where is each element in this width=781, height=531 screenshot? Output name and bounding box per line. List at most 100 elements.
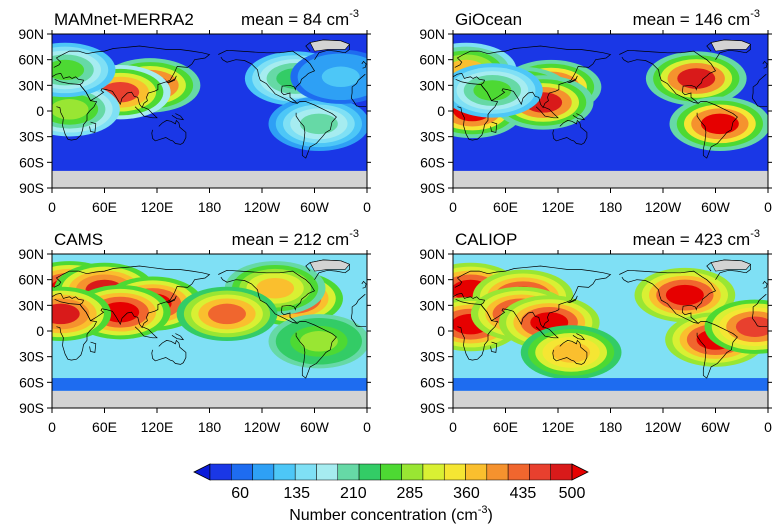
colorbar-swatch (273, 463, 296, 481)
panel-title: CALIOP (455, 230, 517, 249)
colorbar-swatch (337, 463, 360, 481)
hotspot-contour (473, 80, 512, 101)
coastline (295, 321, 337, 379)
coastline (535, 106, 559, 119)
coastline (455, 78, 499, 141)
y-tick-label: 0 (36, 103, 44, 119)
x-tick-label: 0 (48, 419, 56, 435)
antarctica-missing (453, 390, 768, 408)
coastline (696, 101, 738, 159)
y-tick-label: 60N (18, 272, 44, 288)
y-tick-label: 90N (419, 26, 445, 42)
hotspot-contour (52, 59, 85, 81)
x-tick-label: 60W (701, 199, 731, 215)
colorbar-swatch (231, 463, 253, 481)
hotspot-contour (735, 316, 768, 337)
coastline (358, 293, 366, 301)
hotspot-contour (665, 284, 704, 306)
colorbar-level-label: 360 (453, 485, 480, 502)
coastline (54, 78, 98, 141)
coastline (453, 265, 612, 329)
y-tick-label: 60N (419, 52, 445, 68)
colorbar-under-arrow (193, 463, 211, 481)
colorbar-swatch (529, 463, 551, 481)
x-tick-label: 120W (244, 199, 281, 215)
coastline (151, 339, 187, 365)
coastline (567, 295, 578, 304)
panel-title: MAMnet-MERRA2 (54, 10, 194, 29)
colorbar-level-label: 285 (397, 485, 424, 502)
x-tick-label: 60W (701, 419, 731, 435)
x-tick-label: 0 (449, 199, 457, 215)
colorbar-swatch (209, 463, 232, 481)
concentration-field (453, 34, 768, 188)
y-tick-label: 30N (18, 297, 44, 313)
y-tick-label: 60S (19, 374, 44, 390)
y-tick-label: 30N (419, 77, 445, 93)
coastline (619, 49, 717, 104)
x-tick-label: 120W (244, 419, 281, 435)
coastline (305, 39, 350, 60)
coastline (706, 259, 751, 280)
colorbar-swatch (401, 463, 424, 481)
colorbar-level-label: 210 (340, 485, 367, 502)
coastline (350, 80, 367, 108)
coastline (54, 298, 98, 361)
colorbar-swatch (294, 463, 317, 481)
hotspot-contour (677, 68, 716, 89)
y-tick-label: 30N (419, 297, 445, 313)
y-tick-label: 60N (419, 272, 445, 288)
x-tick-label: 180 (198, 199, 222, 215)
y-tick-label: 0 (437, 103, 445, 119)
coastline (490, 341, 498, 353)
coastline (358, 73, 366, 81)
coastline (759, 73, 767, 81)
coastline (52, 45, 211, 109)
southern-ocean-band (453, 158, 768, 171)
coastline (490, 121, 498, 133)
coastline (751, 300, 768, 328)
y-tick-label: 0 (36, 323, 44, 339)
greenland-missing (309, 259, 351, 272)
x-tick-label: 0 (363, 199, 371, 215)
y-tick-label: 90S (420, 180, 445, 196)
panel-mean: mean = 423 cm-3 (633, 228, 760, 249)
x-tick-label: 120E (542, 199, 575, 215)
colorbar-swatch (486, 463, 509, 481)
panel-title: GiOcean (455, 10, 522, 29)
coastline (361, 280, 367, 289)
southern-ocean-band (453, 378, 768, 391)
y-tick-label: 90N (18, 26, 44, 42)
coastline (134, 326, 158, 339)
concentration-field (52, 34, 367, 188)
y-tick-label: 30S (420, 349, 445, 365)
colorbar-swatch (380, 463, 402, 481)
chart-panels: 0 60E 120E 180 120W 60W 0 90N 60N 30N 0 30S 60S 90S MA… (18, 8, 772, 435)
x-tick-label: 120W (645, 199, 682, 215)
hotspot-contour (552, 342, 591, 363)
colorbar-swatch (316, 463, 339, 481)
y-tick-label: 90S (19, 400, 44, 416)
map-panel: 0 60E 120E 180 120W 60W 0 90N 60N 30N 0 30S 60S 90S MA… (18, 8, 371, 215)
y-tick-label: 0 (437, 323, 445, 339)
colorbar: 60 135 210 285 360 435 500 Number concentration… (193, 463, 589, 524)
coastline (361, 60, 367, 69)
x-tick-label: 60E (493, 419, 518, 435)
x-tick-label: 60E (92, 419, 117, 435)
hotspot-contour (256, 277, 295, 299)
antarctica-missing (52, 170, 367, 188)
coastline (619, 269, 717, 324)
antarctica-missing (453, 170, 768, 188)
concentration-field (453, 254, 768, 408)
y-tick-label: 60S (19, 154, 44, 170)
hotspot-contour (101, 301, 140, 323)
coastline (171, 113, 185, 121)
x-tick-label: 60E (493, 199, 518, 215)
coastline (762, 60, 768, 69)
x-tick-label: 0 (48, 199, 56, 215)
southern-ocean-band (52, 158, 367, 171)
x-tick-label: 0 (449, 419, 457, 435)
colorbar-level-label: 60 (231, 485, 249, 502)
antarctica-missing (52, 390, 367, 408)
y-tick-label: 90N (18, 246, 44, 262)
